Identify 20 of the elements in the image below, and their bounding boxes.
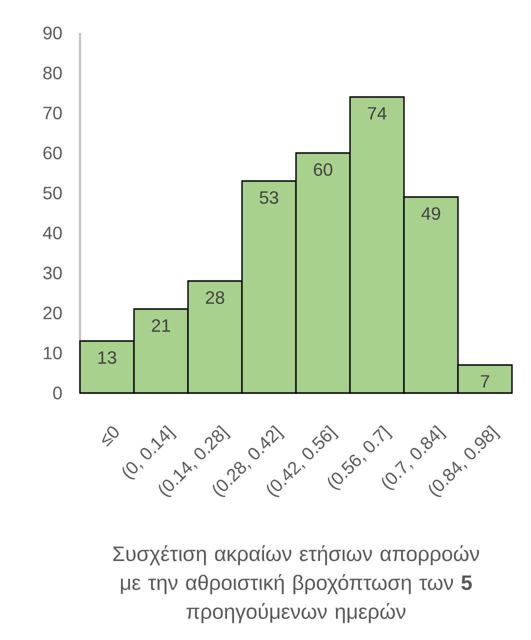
data-label: 60	[314, 163, 332, 176]
x-tick-label: ≤0	[102, 426, 119, 447]
y-tick-label: 30	[43, 266, 62, 280]
y-tick-label: 50	[43, 186, 62, 200]
y-tick-label: 20	[43, 306, 62, 320]
y-tick-label: 10	[44, 346, 62, 360]
data-label: 21	[152, 319, 170, 332]
data-label: 49	[421, 207, 440, 220]
y-tick-label: 0	[53, 386, 62, 400]
y-tick-label: 60	[43, 146, 62, 160]
y-tick-label: 40	[42, 226, 62, 240]
y-tick-label: 90	[43, 26, 62, 40]
data-label: 28	[206, 291, 224, 304]
y-tick-label: 80	[43, 66, 62, 80]
data-label: 53	[260, 191, 278, 204]
text: Συσχέτιση ακραίων ετήσιων απορροών με την αθροιστική βροχόπτωση των 5 προηγούμενων ημερών	[113, 545, 480, 624]
data-label: 74	[368, 107, 386, 120]
y-tick-label: 70	[43, 106, 62, 120]
data-label: 13	[98, 351, 116, 364]
data-label: 7	[480, 375, 490, 388]
